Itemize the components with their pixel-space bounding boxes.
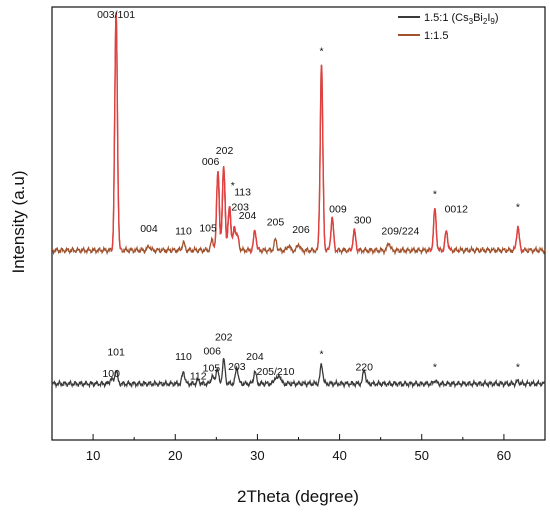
series-peak-highlight xyxy=(229,206,240,246)
peak-label: * xyxy=(433,362,437,374)
series-peak-highlight xyxy=(326,216,338,254)
peak-label: 205 xyxy=(267,217,285,229)
peak-label: 105 xyxy=(199,222,217,234)
series-peak-highlight xyxy=(512,225,524,255)
peak-label: * xyxy=(319,46,323,58)
y-axis-title: Intensity (a.u) xyxy=(9,171,28,274)
series-peak-highlight xyxy=(349,228,360,255)
peak-label: * xyxy=(516,362,520,374)
peak-label: 009 xyxy=(329,204,347,216)
x-axis-title: 2Theta (degree) xyxy=(237,487,359,506)
peak-label: 101 xyxy=(107,347,125,359)
series-line-0 xyxy=(51,357,546,389)
x-tick-label: 60 xyxy=(497,448,511,463)
peak-label: 110 xyxy=(175,225,192,237)
peak-label: 204 xyxy=(239,210,257,222)
legend: 1.5:1 (Cs3Bi2I9) 1:1.5 xyxy=(398,12,499,42)
series-peak-highlight xyxy=(316,64,328,253)
peak-label: 206 xyxy=(292,224,310,236)
peak-label: 300 xyxy=(354,215,372,227)
peak-label: 205/210 xyxy=(257,366,295,378)
peak-label: * xyxy=(319,349,323,361)
series-peak-highlight xyxy=(249,229,261,255)
peak-label: 003/101 xyxy=(97,9,135,21)
series-peak-highlight xyxy=(110,12,122,252)
x-tick-layer: 10 20 30 40 50 60 xyxy=(86,434,511,463)
series-peak-highlight xyxy=(441,229,452,253)
legend-label-red: 1:1.5 xyxy=(424,30,448,42)
peak-label: 0012 xyxy=(445,204,469,216)
peak-label: * xyxy=(516,202,520,214)
peak-label: 004 xyxy=(140,223,158,235)
series-layer xyxy=(51,12,546,389)
peak-label: 113 xyxy=(234,186,251,198)
series-line-1 xyxy=(51,12,546,256)
peak-label: 202 xyxy=(215,331,233,343)
x-tick-label: 30 xyxy=(250,448,264,463)
series-peak-highlight xyxy=(212,171,224,249)
x-tick-label: 10 xyxy=(86,448,100,463)
x-tick-label: 40 xyxy=(332,448,346,463)
peak-label: 105 xyxy=(203,363,221,375)
peak-label: 203 xyxy=(231,202,249,214)
peak-label: 006 xyxy=(203,345,221,357)
peak-label: * xyxy=(433,189,437,201)
peak-label: 112 xyxy=(190,370,207,382)
series-peak-highlight xyxy=(429,208,441,253)
peak-label: 209/224 xyxy=(381,225,419,237)
peak-label: 110 xyxy=(175,351,192,363)
x-tick-label: 20 xyxy=(168,448,182,463)
peak-label: 203 xyxy=(228,361,246,373)
peak-label: * xyxy=(231,180,235,192)
peak-label: 100 xyxy=(102,368,120,380)
legend-label-black: 1.5:1 (Cs3Bi2I9) xyxy=(424,12,499,26)
peak-label: 202 xyxy=(216,145,234,157)
peak-label: 006 xyxy=(202,156,220,168)
peak-label: 220 xyxy=(355,362,373,374)
peak-label: 204 xyxy=(246,351,264,363)
x-tick-label: 50 xyxy=(415,448,429,463)
